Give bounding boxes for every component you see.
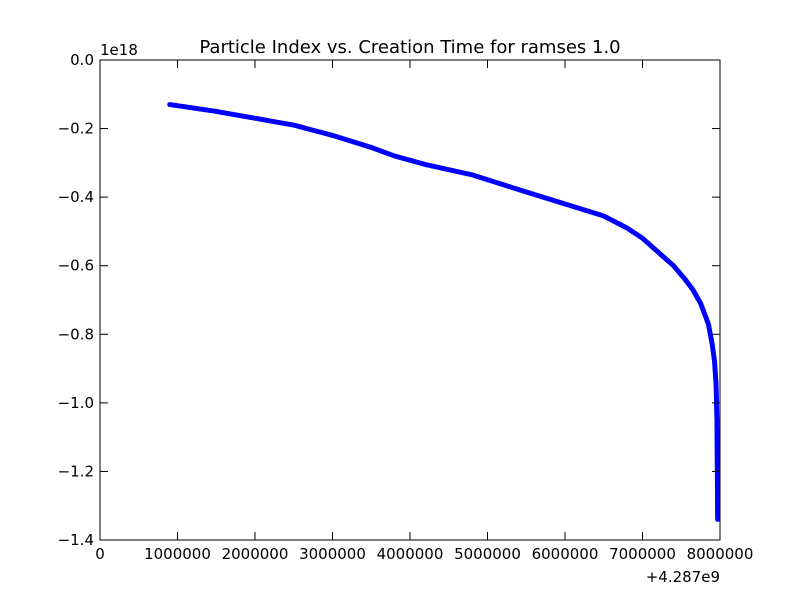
y-tick-label: −0.6: [58, 257, 94, 275]
plot-area: [167, 102, 721, 522]
y-tick-label: −0.4: [58, 188, 94, 206]
x-tick-label: 4000000: [377, 545, 444, 563]
y-axis: 0.0 −0.2 −0.4 −0.6 −0.8 −1.0 −1.2 −1.4: [58, 51, 720, 549]
y-tick-label: −1.2: [58, 462, 94, 480]
x-tick-label: 5000000: [454, 545, 521, 563]
y-tick-label: 0.0: [70, 51, 94, 69]
x-tick-label: 3000000: [299, 545, 366, 563]
y-tick-label: −0.8: [58, 325, 94, 343]
x-tick-label: 6000000: [532, 545, 599, 563]
x-tick-label: 8000000: [687, 545, 754, 563]
y-tick-label: −1.0: [58, 394, 94, 412]
x-tick-label: 0: [95, 545, 105, 563]
series-markers: [167, 102, 721, 522]
x-axis: 0 1000000 2000000 3000000 4000000 5000000 6000…: [95, 60, 753, 563]
chart-title: Particle Index vs. Creation Time for ram…: [199, 37, 620, 58]
y-scale-label: 1e18: [100, 41, 138, 59]
x-tick-label: 2000000: [222, 545, 289, 563]
x-tick-label: 1000000: [144, 545, 211, 563]
axes-frame: [99, 59, 721, 541]
x-offset-label: +4.287e9: [646, 568, 720, 586]
x-tick-label: 7000000: [609, 545, 676, 563]
y-tick-label: −0.2: [58, 120, 94, 138]
y-tick-label: −1.4: [58, 531, 94, 549]
data-point: [715, 516, 721, 522]
